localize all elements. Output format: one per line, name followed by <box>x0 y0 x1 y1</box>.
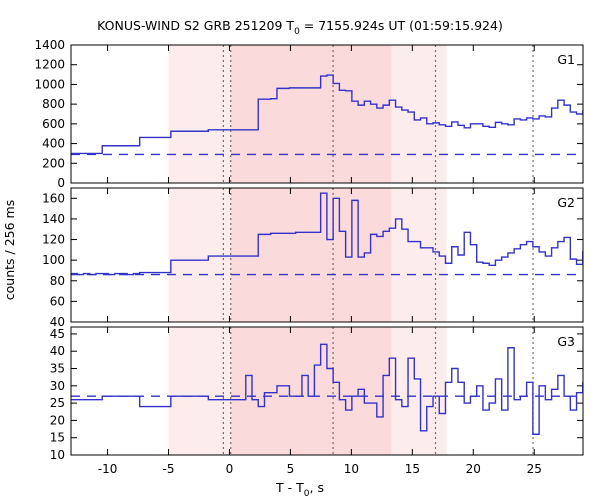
light-curve-g2 <box>71 192 583 276</box>
panel-label-g1: G1 <box>557 52 575 67</box>
shaded-band-light <box>391 45 447 183</box>
panel-label-g3: G3 <box>557 334 575 349</box>
y-tick-label: 140 <box>42 212 65 226</box>
chart-title: KONUS-WIND S2 GRB 251209 T0 = 7155.924s … <box>97 18 503 37</box>
y-tick-label: 40 <box>50 344 65 358</box>
y-tick-label: 1000 <box>34 77 65 91</box>
y-tick-label: 40 <box>50 315 65 329</box>
shaded-band-dark <box>230 327 392 455</box>
panel-g2: 40 60 80 100 120 140 160 G2 <box>42 187 584 329</box>
shaded-band-light <box>168 327 231 455</box>
shaded-band-light <box>168 188 231 322</box>
y-tick-label: 800 <box>42 97 65 111</box>
shaded-band-light <box>168 45 231 183</box>
panel-g3: 10 15 20 25 30 35 40 45 -10 -5 0 5 10 15 20 25 G3 <box>50 326 584 476</box>
y-tick-label: 1200 <box>34 58 65 72</box>
shaded-band-dark <box>230 188 392 322</box>
panel-g1: 0 200 400 600 800 1000 1200 1400 G1 <box>34 38 584 190</box>
y-tick-label: 15 <box>50 431 65 445</box>
x-tick-label: 0 <box>226 462 234 476</box>
y-tick-label: 10 <box>50 448 65 462</box>
x-tick-label: -10 <box>98 462 118 476</box>
shaded-band-light <box>391 327 447 455</box>
light-curve-g3 <box>71 343 583 435</box>
x-tick-label: 25 <box>527 462 542 476</box>
panels-group: 0200400600800100012001400G14060801001201… <box>34 38 584 476</box>
panel-frame <box>70 187 584 323</box>
y-tick-label: 120 <box>42 233 65 247</box>
x-tick-label: 10 <box>344 462 359 476</box>
x-tick-label: 20 <box>466 462 481 476</box>
y-tick-label: 25 <box>50 396 65 410</box>
shaded-band-dark <box>230 45 392 183</box>
y-tick-label: 600 <box>42 117 65 131</box>
light-curve-g1 <box>71 74 583 155</box>
x-axis-title: T - T0, s <box>275 480 324 499</box>
y-tick-label: 100 <box>42 253 65 267</box>
x-tick-label: -5 <box>163 462 175 476</box>
y-tick-label: 20 <box>50 413 65 427</box>
y-tick-label: 160 <box>42 191 65 205</box>
y-tick-label: 0 <box>57 176 65 190</box>
y-tick-label: 45 <box>50 327 65 341</box>
x-tick-label: 15 <box>405 462 420 476</box>
y-axis-title: counts / 256 ms <box>2 200 17 300</box>
x-tick-label: 5 <box>287 462 295 476</box>
y-tick-label: 1400 <box>34 38 65 52</box>
y-tick-label: 30 <box>50 379 65 393</box>
panel-frame <box>70 326 584 456</box>
panel-frame <box>70 44 584 184</box>
y-tick-label: 400 <box>42 137 65 151</box>
shaded-band-light <box>391 188 447 322</box>
y-tick-label: 60 <box>50 294 65 308</box>
y-tick-label: 80 <box>50 274 65 288</box>
panel-label-g2: G2 <box>557 195 575 210</box>
y-tick-label: 200 <box>42 156 65 170</box>
y-tick-label: 35 <box>50 362 65 376</box>
